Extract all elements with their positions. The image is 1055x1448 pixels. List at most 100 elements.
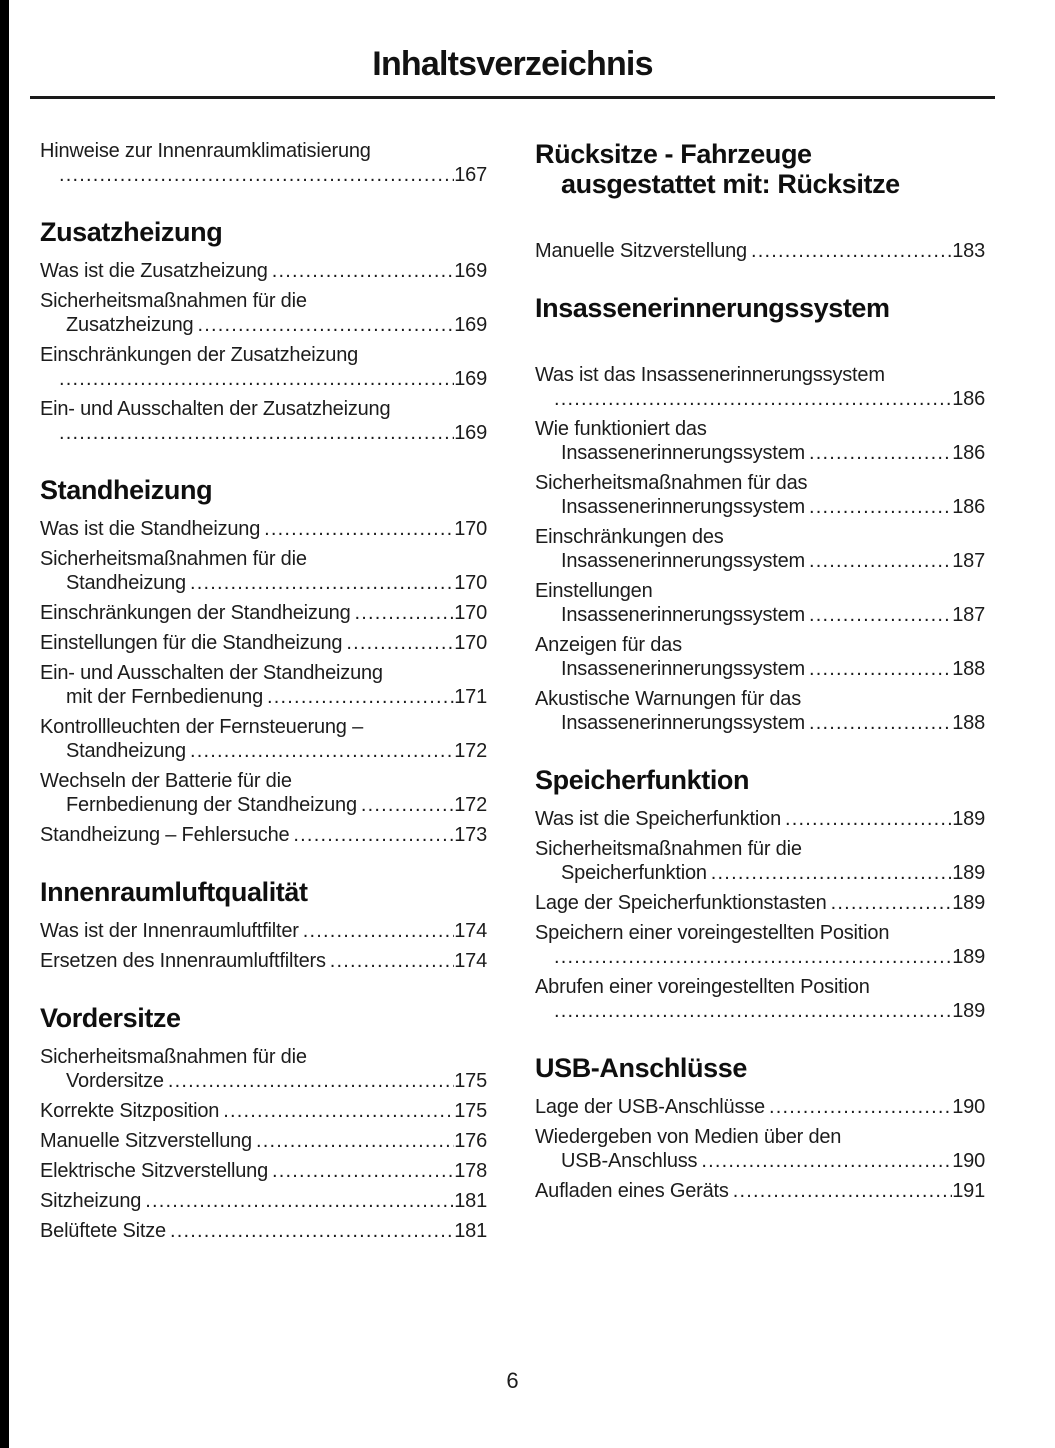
dot-leader — [326, 949, 454, 973]
entry-page-number: 189 — [952, 1000, 985, 1022]
toc-entry-text: Lage der Speicherfunktionstasten — [535, 892, 827, 914]
toc-entry-text: Aufladen eines Geräts — [535, 1180, 729, 1202]
toc-entry-leader-line: Aufladen eines Geräts 191 — [535, 1179, 985, 1203]
toc-entry-text: Lage der USB-Anschlüsse — [535, 1096, 765, 1118]
toc-entry-text: Was ist der Innenraumluftfilter — [40, 920, 299, 942]
toc-entry: Hinweise zur Innenraumklimatisierung 167 — [40, 139, 487, 187]
section-heading-line: Innenraumluftqualität — [40, 877, 308, 907]
toc-page: Inhaltsverzeichnis Hinweise zur Innenrau… — [30, 0, 995, 1249]
toc-entry-text-line: Einstellungen — [535, 580, 653, 602]
toc-entry: Anzeigen für das Insassenerinnerungssyste… — [535, 633, 985, 681]
dot-leader — [141, 1189, 454, 1213]
toc-entry-leader-line: Was ist der Innenraumluftfilter 174 — [40, 919, 487, 943]
dot-leader — [357, 793, 454, 817]
toc-entry-text: Insassenerinnerungssystem — [561, 496, 806, 518]
entry-page-number: 189 — [952, 862, 985, 884]
toc-entry: Manuelle Sitzverstellung 176 — [40, 1129, 487, 1153]
page-number: 6 — [506, 1368, 519, 1393]
toc-entry-text-line: Sicherheitsmaßnahmen für die — [535, 838, 802, 860]
entry-page-number: 171 — [454, 686, 487, 708]
entry-page-number: 178 — [454, 1160, 487, 1182]
toc-entry-leader-line: Insassenerinnerungssystem 186 — [535, 495, 985, 519]
entry-page-number: 191 — [952, 1180, 985, 1202]
entry-page-number: 175 — [454, 1070, 487, 1092]
toc-entry: Standheizung – Fehlersuche 173 — [40, 823, 487, 847]
toc-entry: Sicherheitsmaßnahmen für das Insassenerin… — [535, 471, 985, 519]
dot-leader — [186, 571, 454, 595]
toc-entry-text: Insassenerinnerungssystem — [561, 550, 806, 572]
toc-entry-text-line: Wechseln der Batterie für die — [40, 770, 292, 792]
title-divider — [30, 96, 995, 99]
toc-column-right: Rücksitze - Fahrzeuge ausgestattet mit: R… — [535, 139, 985, 1249]
toc-entry: Was ist das Insassenerinnerungssystem 186 — [535, 363, 985, 411]
entry-page-number: 187 — [952, 550, 985, 572]
toc-entry-text: Zusatzheizung — [66, 314, 194, 336]
entry-page-number: 189 — [952, 808, 985, 830]
toc-entry-text-line: Ein- und Ausschalten der Standheizung — [40, 662, 383, 684]
entry-page-number: 172 — [454, 794, 487, 816]
entry-page-number: 170 — [454, 632, 487, 654]
section-heading: Zusatzheizung — [40, 217, 487, 247]
dot-leader — [765, 1095, 952, 1119]
toc-entry-leader-line: Was ist die Speicherfunktion 189 — [535, 807, 985, 831]
toc-entry-leader-line: Vordersitze 175 — [40, 1069, 487, 1093]
section-heading: USB-Anschlüsse — [535, 1053, 985, 1083]
dot-leader — [219, 1099, 454, 1123]
toc-entry-leader-line: mit der Fernbedienung 171 — [40, 685, 487, 709]
dot-leader — [805, 657, 952, 681]
entry-page-number: 170 — [454, 602, 487, 624]
entry-page-number: 170 — [454, 518, 487, 540]
dot-leader — [550, 999, 952, 1023]
dot-leader — [164, 1069, 454, 1093]
toc-entry: Ein- und Ausschalten der Standheizung mit… — [40, 661, 487, 709]
toc-entry-leader-line: Fernbedienung der Standheizung 172 — [40, 793, 487, 817]
dot-leader — [805, 711, 952, 735]
toc-entry: Einschränkungen des Insassenerinnerungssy… — [535, 525, 985, 573]
dot-leader — [550, 945, 952, 969]
dot-leader — [289, 823, 454, 847]
section-heading: Standheizung — [40, 475, 487, 505]
section-heading: Speicherfunktion — [535, 765, 985, 795]
dot-leader — [193, 313, 454, 337]
entry-page-number: 186 — [952, 442, 985, 464]
toc-entry-text-line: Einschränkungen des — [535, 526, 724, 548]
toc-entry-text: Insassenerinnerungssystem — [561, 442, 806, 464]
section-heading-line: Insassenerinnerungssystem — [535, 293, 890, 323]
entry-page-number: 190 — [952, 1096, 985, 1118]
dot-leader — [747, 239, 952, 263]
binding-edge-bar — [0, 0, 9, 1448]
dot-leader — [805, 441, 952, 465]
toc-entry-text: Speicherfunktion — [561, 862, 707, 884]
toc-entry-leader-line: Standheizung 172 — [40, 739, 487, 763]
toc-entry-leader-line: 169 — [40, 421, 487, 445]
dot-leader — [166, 1219, 454, 1243]
toc-entry-leader-line: 169 — [40, 367, 487, 391]
dot-leader — [827, 891, 953, 915]
toc-entry-leader-line: Insassenerinnerungssystem 188 — [535, 657, 985, 681]
toc-entry-text-line: Kontrollleuchten der Fernsteuerung – — [40, 716, 364, 738]
toc-entry-leader-line: Sitzheizung 181 — [40, 1189, 487, 1213]
entry-page-number: 188 — [952, 658, 985, 680]
toc-entry-text: Standheizung — [66, 740, 186, 762]
dot-leader — [805, 549, 952, 573]
toc-entry-text-line: Sicherheitsmaßnahmen für das — [535, 472, 808, 494]
toc-entry: Speichern einer voreingestellten Positio… — [535, 921, 985, 969]
entry-page-number: 189 — [952, 892, 985, 914]
toc-entry-text-line: Abrufen einer voreingestellten Position — [535, 976, 870, 998]
toc-entry: Was ist die Standheizung 170 — [40, 517, 487, 541]
toc-entry: Akustische Warnungen für das Insassenerin… — [535, 687, 985, 735]
toc-entry-text: Was ist die Standheizung — [40, 518, 261, 540]
section-heading-line: Rücksitze - Fahrzeuge — [535, 139, 812, 169]
toc-entry-leader-line: Speicherfunktion 189 — [535, 861, 985, 885]
entry-page-number: 186 — [952, 388, 985, 410]
toc-entry-leader-line: 186 — [535, 387, 985, 411]
toc-entry-leader-line: 167 — [40, 163, 487, 187]
toc-entry-text-line: Anzeigen für das — [535, 634, 682, 656]
toc-entry: Wie funktioniert das Insassenerinnerungss… — [535, 417, 985, 465]
toc-entry-leader-line: Einstellungen für die Standheizung 170 — [40, 631, 487, 655]
toc-entry-text: Einschränkungen der Standheizung — [40, 602, 351, 624]
toc-entry: Kontrollleuchten der Fernsteuerung – Stan… — [40, 715, 487, 763]
toc-entry-leader-line: 189 — [535, 945, 985, 969]
entry-page-number: 174 — [454, 950, 487, 972]
toc-entry-leader-line: Belüftete Sitze 181 — [40, 1219, 487, 1243]
